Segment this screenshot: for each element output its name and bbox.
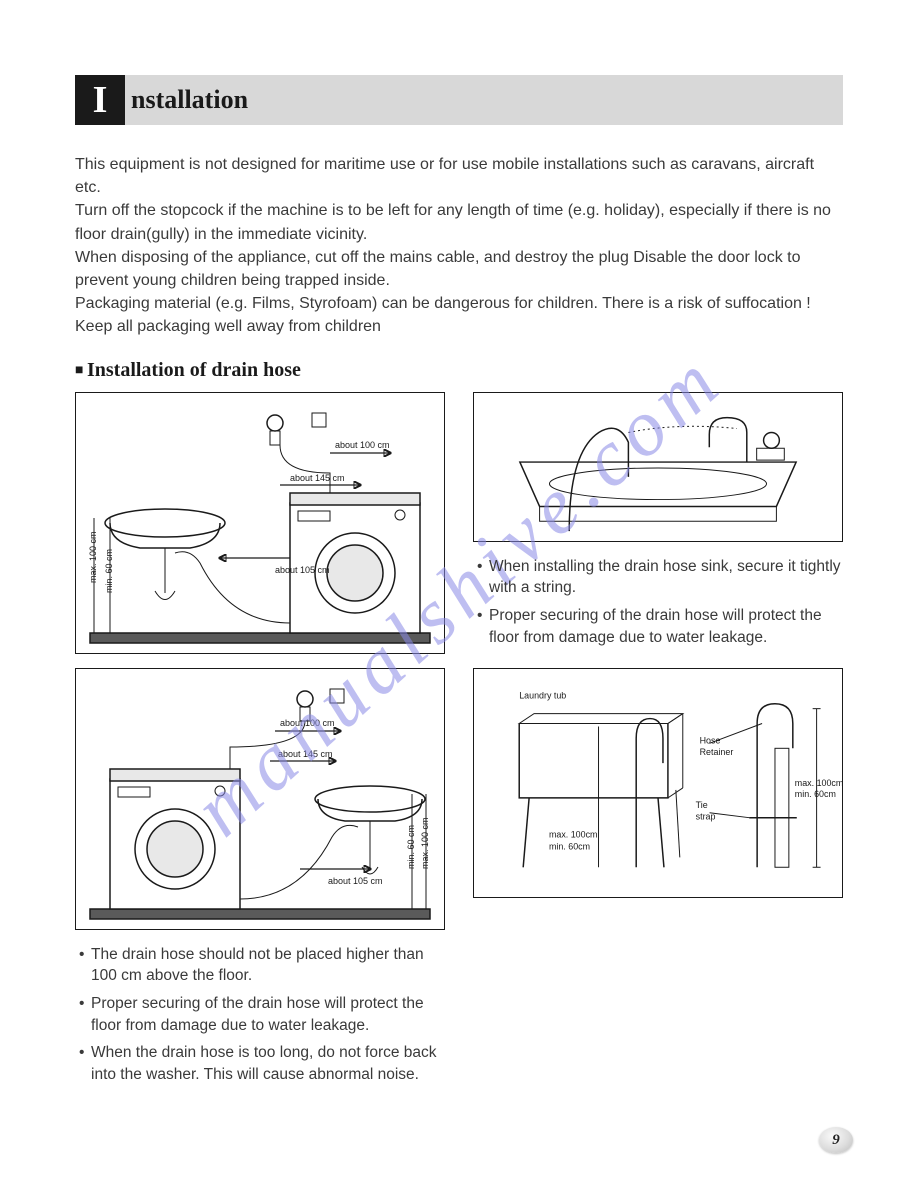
svg-text:min. 60 cm: min. 60 cm: [104, 548, 114, 592]
figure-laundry-tub: Laundry tub max. 100cm min. 60cm: [473, 668, 843, 898]
svg-text:max. 100cm: max. 100cm: [795, 778, 842, 788]
header-initial-box: I: [75, 75, 125, 125]
svg-text:Retainer: Retainer: [700, 747, 734, 757]
svg-text:about 145 cm: about 145 cm: [290, 473, 345, 483]
svg-text:about 100 cm: about 100 cm: [335, 440, 390, 450]
header-title-bar: nstallation: [125, 75, 843, 125]
svg-text:about 105 cm: about 105 cm: [275, 565, 330, 575]
intro-line: Packaging material (e.g. Films, Styrofoa…: [75, 295, 811, 312]
right-bullets: When installing the drain hose sink, sec…: [473, 556, 843, 655]
svg-text:Laundry tub: Laundry tub: [519, 691, 566, 701]
svg-text:min. 60 cm: min. 60 cm: [406, 824, 416, 868]
svg-text:max. 100 cm: max. 100 cm: [420, 817, 430, 869]
svg-text:about 100 cm: about 100 cm: [280, 718, 335, 728]
intro-line: This equipment is not designed for marit…: [75, 156, 814, 196]
svg-text:max. 100cm: max. 100cm: [549, 830, 598, 840]
intro-paragraph: This equipment is not designed for marit…: [75, 153, 843, 339]
svg-text:strap: strap: [696, 812, 716, 822]
figure-sink-hose: [473, 392, 843, 542]
bullet-item: The drain hose should not be placed high…: [79, 944, 445, 987]
svg-text:max. 100 cm: max. 100 cm: [88, 531, 98, 583]
svg-text:about 145 cm: about 145 cm: [278, 749, 333, 759]
intro-line: When disposing of the appliance, cut off…: [75, 249, 800, 289]
intro-line: Turn off the stopcock if the machine is …: [75, 202, 831, 242]
svg-text:min. 60cm: min. 60cm: [795, 789, 836, 799]
header-title-text: nstallation: [131, 85, 248, 115]
left-column: max. 100 cm min. 60 cm about 100 cm abou…: [75, 392, 445, 1092]
svg-text:about 105 cm: about 105 cm: [328, 876, 383, 886]
page-header: I nstallation: [75, 75, 843, 125]
figure-drain-left-sink: max. 100 cm min. 60 cm about 100 cm abou…: [75, 392, 445, 654]
bullet-item: When the drain hose is too long, do not …: [79, 1042, 445, 1085]
svg-text:Tie: Tie: [696, 800, 708, 810]
bullet-item: Proper securing of the drain hose will p…: [79, 993, 445, 1036]
svg-text:Hose: Hose: [700, 736, 721, 746]
section-title: Installation of drain hose: [75, 359, 843, 382]
figure-drain-right-sink: about 100 cm about 145 cm about 105 cm m…: [75, 668, 445, 930]
left-bullets: The drain hose should not be placed high…: [75, 944, 445, 1092]
svg-text:min. 60cm: min. 60cm: [549, 842, 590, 852]
bullet-item: Proper securing of the drain hose will p…: [477, 605, 843, 648]
figure-columns: max. 100 cm min. 60 cm about 100 cm abou…: [75, 392, 843, 1092]
bullet-item: When installing the drain hose sink, sec…: [477, 556, 843, 599]
page-number: 9: [819, 1127, 853, 1153]
right-column: When installing the drain hose sink, sec…: [473, 392, 843, 1092]
intro-line: Keep all packaging well away from childr…: [75, 318, 381, 335]
